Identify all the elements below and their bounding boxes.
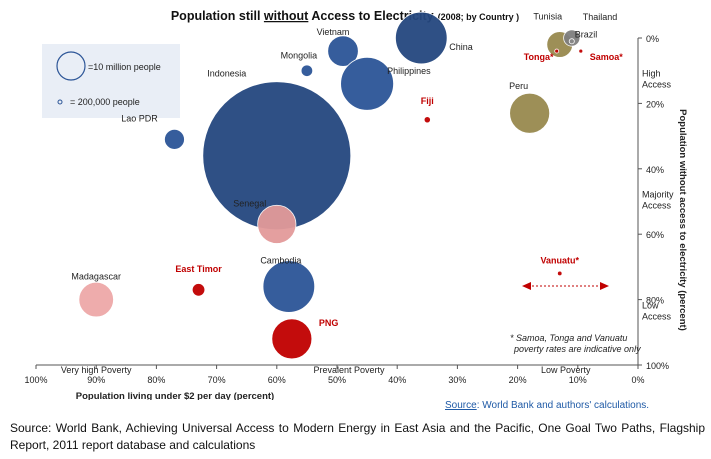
y-tick-label: 80% (646, 296, 664, 306)
bubble-vietnam (327, 35, 359, 67)
footer-source: Source: World Bank, Achieving Universal … (10, 421, 705, 452)
axis-ticks: 100% 90% 80% 70% 60% 50% 40% 30% 20% 10% 0% 0% 20% 40… (24, 34, 674, 385)
bubble-senegal (257, 204, 297, 244)
x-tick-label: 40% (388, 375, 406, 385)
x-axis-label: Population living under $2 per day (perc… (76, 391, 274, 400)
bubble-label: Cambodia (260, 256, 301, 266)
bubble-label: Senegal (233, 198, 266, 208)
bubble-madagascar (78, 281, 114, 318)
y-zone-label: High (642, 68, 661, 78)
x-tick-label: 20% (509, 375, 527, 385)
y-tick-label: 60% (646, 230, 664, 240)
bubble-png (271, 318, 313, 360)
bubble-samoa- (578, 48, 584, 54)
note-line-1: * Samoa, Tonga and Vanuatu (510, 333, 627, 343)
bubble-label: Mongolia (281, 51, 318, 61)
bubble-thailand (563, 29, 581, 47)
bubble-label: Samoa* (590, 52, 624, 62)
y-axis-label: Population without access to electricity… (677, 109, 688, 331)
y-zone-label: Low (642, 300, 659, 310)
y-tick-label: 100% (646, 361, 669, 371)
bubble-east-timor (191, 283, 206, 297)
bubble-label: Lao PDR (121, 113, 158, 123)
x-tick-label: 0% (631, 375, 644, 385)
bubble-philippines (340, 56, 394, 111)
legend: =10 million people = 200,000 people (42, 44, 180, 118)
x-tick-label: 80% (147, 375, 165, 385)
bubble-label: East Timor (175, 264, 222, 274)
bubble-label: Vietnam (317, 27, 350, 37)
bubble-label: Peru (509, 81, 528, 91)
bubble-label: Tunisia (533, 12, 562, 22)
x-tick-label: 10% (569, 375, 587, 385)
bubble-vanuatu- (557, 270, 563, 277)
y-tick-label: 20% (646, 99, 664, 109)
y-tick-label: 40% (646, 165, 664, 175)
note-line-2: poverty rates are indicative only (513, 344, 641, 354)
bubble-brazil (568, 38, 575, 45)
x-tick-label: 90% (87, 375, 105, 385)
y-zone-label: Access (642, 79, 672, 89)
x-tick-label: 100% (24, 375, 47, 385)
legend-small-circle (57, 99, 63, 105)
bubble-fiji (423, 116, 431, 124)
bubble-label: Fiji (421, 96, 434, 106)
x-tick-label: 50% (328, 375, 346, 385)
bubble-label: China (449, 42, 473, 52)
bubble-labels: China Vietnam Mongolia Philippines Indonesia… (71, 12, 623, 328)
bubble-label: Thailand (583, 12, 618, 22)
x-tick-label: 70% (208, 375, 226, 385)
legend-large-circle (56, 51, 86, 81)
x-tick-label: 60% (268, 375, 286, 385)
bubbles (78, 11, 584, 360)
bubble-china (395, 11, 448, 65)
y-zone-label: Access (642, 311, 672, 321)
bubble-label: Philippines (387, 66, 431, 76)
bubble-chart: Population still without Access to Elect… (24, 9, 688, 400)
chart-title: Population still without Access to Elect… (171, 9, 519, 23)
x-zone-label: Prevalent Poverty (314, 365, 386, 375)
source-link[interactable]: Source: World Bank and authors' calculat… (445, 400, 650, 411)
bubble-lao-pdr (164, 128, 185, 150)
x-zone-label: Very high Poverty (61, 365, 132, 375)
legend-small-label: = 200,000 people (70, 97, 140, 107)
x-zone-label: Low Poverty (541, 365, 591, 375)
bubble-tonga- (554, 48, 560, 54)
y-tick-label: 0% (646, 34, 659, 44)
y-zone-label: Majority (642, 189, 674, 199)
legend-large-label: =10 million people (88, 62, 161, 72)
bubble-mongolia (300, 64, 314, 77)
bubble-cambodia (262, 260, 316, 313)
bubble-peru (509, 92, 551, 134)
bubble-label: Indonesia (207, 69, 246, 79)
bubble-label: Tonga* (524, 52, 554, 62)
bubble-label: Vanuatu* (540, 255, 579, 265)
x-tick-label: 30% (448, 375, 466, 385)
y-zone-label: Access (642, 200, 672, 210)
bubble-label: Brazil (575, 29, 598, 39)
bubble-label: Madagascar (71, 272, 121, 282)
bubble-label: PNG (319, 318, 339, 328)
vanuatu-range-arrow (522, 282, 609, 290)
